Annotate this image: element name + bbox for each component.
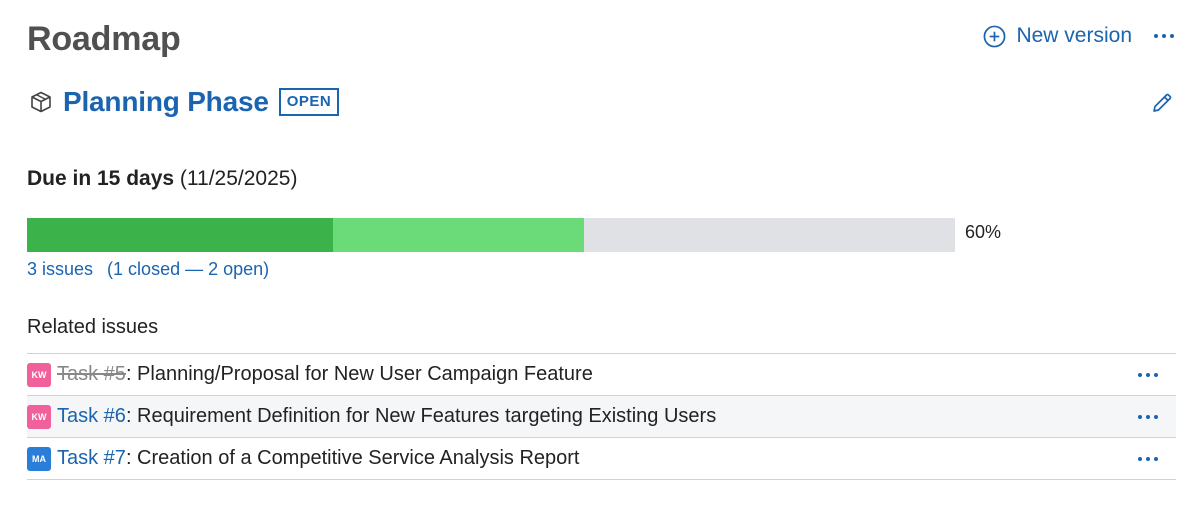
more-dots-icon: [1162, 34, 1166, 38]
avatar: KW: [27, 362, 51, 387]
status-badge: OPEN: [278, 88, 340, 116]
more-dots-icon: [1154, 372, 1158, 377]
progress-closed-segment: [27, 218, 334, 252]
due-relative: Due in 15 days: [27, 167, 175, 190]
new-version-button[interactable]: New version: [983, 24, 1132, 48]
more-dots-icon: [1170, 34, 1174, 38]
progress-percent: 60%: [965, 222, 1002, 242]
issue-title: : Planning/Proposal for New User Campaig…: [125, 363, 593, 385]
row-more-button[interactable]: [1138, 456, 1158, 461]
page-title: Roadmap: [27, 20, 181, 58]
pencil-icon[interactable]: [1150, 91, 1174, 115]
issue-title: : Creation of a Competitive Service Anal…: [125, 447, 580, 469]
row-more-button[interactable]: [1138, 372, 1158, 377]
avatar: MA: [27, 446, 51, 471]
issue-title: : Requirement Definition for New Feature…: [125, 405, 717, 427]
header-actions: New version: [983, 24, 1174, 48]
more-dots-icon: [1146, 372, 1150, 377]
issue-row: KW Task #5 : Planning/Proposal for New U…: [27, 354, 1176, 396]
more-dots-icon: [1138, 456, 1142, 461]
plus-circle-icon: [984, 25, 1006, 47]
new-version-label: New version: [1016, 24, 1132, 47]
more-dots-icon: [1154, 456, 1158, 461]
progress-open-segment: [333, 218, 584, 252]
version-header: Planning Phase OPEN: [29, 86, 340, 118]
due-date: Due in 15 days (11/25/2025): [27, 167, 297, 191]
related-issues-list: KW Task #5 : Planning/Proposal for New U…: [27, 353, 1176, 480]
avatar: KW: [27, 404, 51, 429]
more-options-button[interactable]: [1154, 24, 1174, 48]
more-dots-icon: [1138, 414, 1142, 419]
more-dots-icon: [1138, 372, 1142, 377]
progress-bar: [27, 218, 955, 252]
due-absolute: (11/25/2025): [179, 167, 298, 190]
more-dots-icon: [1154, 414, 1158, 419]
issues-count-link[interactable]: 3 issues: [27, 259, 94, 279]
issue-row: KW Task #6 : Requirement Definition for …: [27, 396, 1176, 438]
issue-key-link[interactable]: Task #7: [57, 447, 126, 469]
issues-breakdown-link[interactable]: (1 closed — 2 open): [107, 259, 270, 279]
row-more-button[interactable]: [1138, 414, 1158, 419]
issues-summary: 3 issues (1 closed — 2 open): [27, 259, 269, 280]
package-icon: [31, 91, 51, 113]
more-dots-icon: [1146, 456, 1150, 461]
version-name-link[interactable]: Planning Phase: [63, 86, 269, 117]
issue-row: MA Task #7 : Creation of a Competitive S…: [27, 438, 1176, 480]
more-dots-icon: [1154, 34, 1158, 38]
more-dots-icon: [1146, 414, 1150, 419]
issue-key-link[interactable]: Task #6: [57, 405, 126, 427]
related-issues-heading: Related issues: [27, 316, 159, 338]
issue-key-link[interactable]: Task #5: [57, 363, 126, 385]
